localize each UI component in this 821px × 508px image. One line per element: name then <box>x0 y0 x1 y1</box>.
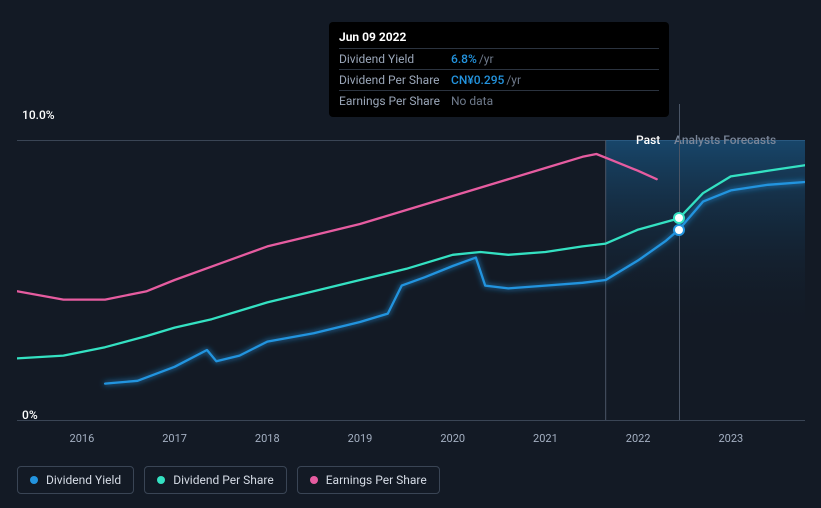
dividend-chart: 10.0% 0% Past Analysts Forecasts 2016201… <box>0 0 821 508</box>
tooltip-value-number: 6.8% <box>451 52 477 66</box>
chart-plot-area[interactable] <box>17 140 805 420</box>
tooltip-row-eps: Earnings Per Share No data <box>339 90 659 111</box>
chart-legend: Dividend Yield Dividend Per Share Earnin… <box>17 466 440 494</box>
tooltip-row-label: Dividend Yield <box>339 52 451 66</box>
tooltip-row-nodata: No data <box>451 94 493 108</box>
tooltip-value-unit: /yr <box>479 52 494 66</box>
legend-item-yield[interactable]: Dividend Yield <box>17 466 134 494</box>
legend-label: Dividend Yield <box>46 473 121 487</box>
crosshair-marker-yield <box>675 226 683 234</box>
tooltip-row-yield: Dividend Yield 6.8%/yr <box>339 48 659 69</box>
tooltip-row-value: CN¥0.295/yr <box>451 73 521 87</box>
x-axis-tick: 2018 <box>255 432 280 445</box>
tooltip-date: Jun 09 2022 <box>339 30 659 48</box>
legend-swatch <box>30 476 38 484</box>
tooltip-row-value: 6.8%/yr <box>451 52 494 66</box>
x-axis-tick: 2017 <box>162 432 187 445</box>
tooltip-row-label: Earnings Per Share <box>339 94 451 108</box>
x-axis-tick: 2021 <box>533 432 558 445</box>
forecast-region-label: Analysts Forecasts <box>674 133 776 147</box>
x-axis-tick: 2016 <box>70 432 95 445</box>
legend-item-eps[interactable]: Earnings Per Share <box>297 466 440 494</box>
past-region-label: Past <box>636 133 660 147</box>
x-axis: 2016 2017 2018 2019 2020 2021 2022 2023 <box>17 432 805 448</box>
legend-swatch <box>310 476 318 484</box>
legend-label: Earnings Per Share <box>326 473 427 487</box>
x-axis-tick: 2022 <box>626 432 651 445</box>
x-axis-tick: 2020 <box>440 432 465 445</box>
tooltip-value-unit: /yr <box>506 73 521 87</box>
tooltip-row-dps: Dividend Per Share CN¥0.295/yr <box>339 69 659 90</box>
legend-swatch <box>157 476 165 484</box>
tooltip-value-number: CN¥0.295 <box>451 73 504 87</box>
gridline-bottom <box>17 420 805 421</box>
x-axis-tick: 2019 <box>348 432 373 445</box>
tooltip-row-label: Dividend Per Share <box>339 73 451 87</box>
crosshair-line <box>679 104 680 420</box>
x-axis-tick: 2023 <box>718 432 743 445</box>
chart-tooltip: Jun 09 2022 Dividend Yield 6.8%/yr Divid… <box>329 22 669 117</box>
y-axis-max-label: 10.0% <box>22 108 55 122</box>
legend-item-dps[interactable]: Dividend Per Share <box>144 466 287 494</box>
crosshair-marker-dps <box>675 214 683 222</box>
legend-label: Dividend Per Share <box>173 473 274 487</box>
